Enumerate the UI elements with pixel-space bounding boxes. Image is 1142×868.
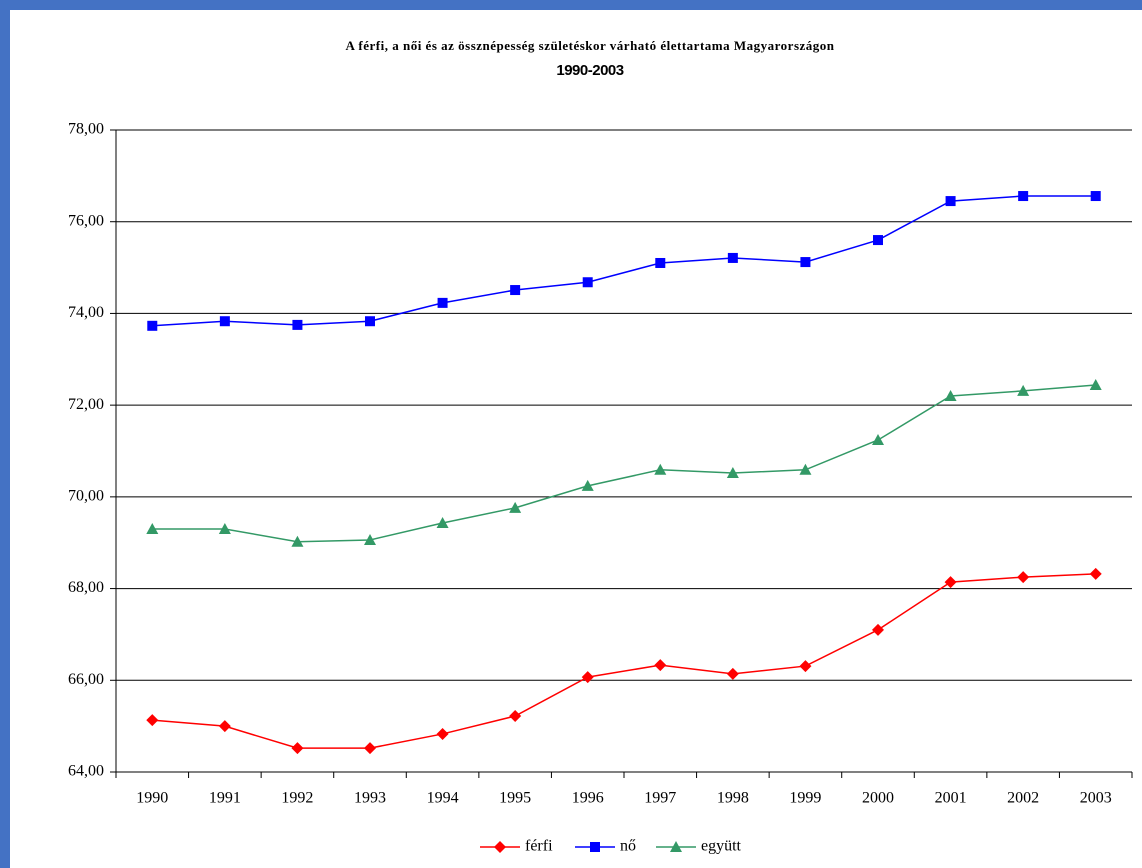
x-tick-label: 1992 <box>281 790 313 807</box>
legend-marker <box>590 842 600 852</box>
marker <box>437 297 448 308</box>
marker <box>147 320 158 331</box>
legend-marker <box>494 841 506 853</box>
marker <box>726 467 739 479</box>
y-tick-label: 66,00 <box>68 671 104 688</box>
series-line <box>152 384 1096 543</box>
chart-area <box>10 10 1142 868</box>
y-tick-label: 68,00 <box>68 579 104 596</box>
marker <box>944 389 957 401</box>
x-tick-label: 1995 <box>499 790 531 807</box>
marker <box>291 742 304 755</box>
x-tick-label: 2000 <box>862 790 894 807</box>
marker <box>799 660 812 673</box>
x-tick-label: 1996 <box>572 790 604 807</box>
marker <box>218 522 231 534</box>
series-line <box>152 195 1096 327</box>
y-tick-label: 74,00 <box>68 304 104 321</box>
marker <box>365 316 375 327</box>
y-tick-label: 70,00 <box>68 488 104 505</box>
x-tick-label: 2003 <box>1080 790 1112 807</box>
marker <box>509 501 522 513</box>
x-tick-label: 1999 <box>789 790 821 807</box>
marker <box>364 742 376 755</box>
marker <box>726 667 739 680</box>
marker <box>364 533 376 545</box>
x-tick-label: 1993 <box>354 790 386 807</box>
marker <box>1089 567 1102 580</box>
marker <box>581 479 594 491</box>
marker <box>146 522 159 534</box>
marker <box>146 714 159 727</box>
marker <box>582 277 593 288</box>
x-tick-label: 1994 <box>427 790 459 807</box>
marker <box>1017 384 1030 396</box>
marker <box>510 285 521 296</box>
marker <box>800 257 811 268</box>
marker <box>799 463 812 475</box>
marker <box>1017 571 1030 584</box>
marker <box>944 576 957 589</box>
marker <box>1089 378 1102 390</box>
x-tick-label: 2001 <box>935 790 967 807</box>
marker <box>945 196 956 207</box>
marker <box>872 623 884 636</box>
chart-subtitle: 1990-2003 <box>556 62 623 79</box>
marker <box>436 516 449 528</box>
legend-label: együtt <box>701 838 742 855</box>
marker <box>436 727 449 740</box>
marker <box>292 319 303 330</box>
y-tick-label: 78,00 <box>68 121 104 138</box>
x-tick-label: 1998 <box>717 790 749 807</box>
marker <box>1090 191 1101 202</box>
marker <box>727 252 738 263</box>
marker <box>654 463 667 475</box>
marker <box>218 720 231 733</box>
legend-marker <box>670 841 682 852</box>
marker <box>873 235 883 246</box>
marker <box>581 671 594 684</box>
x-tick-label: 1997 <box>644 790 676 807</box>
y-tick-label: 72,00 <box>68 396 104 413</box>
marker <box>219 316 230 327</box>
series-line <box>152 573 1096 749</box>
marker <box>654 659 667 672</box>
x-tick-label: 1991 <box>209 790 241 807</box>
x-tick-label: 1990 <box>136 790 168 807</box>
legend-label: nő <box>620 838 636 855</box>
marker <box>655 257 666 268</box>
chart-title: A férfi, a női és az össznépesség szület… <box>345 38 834 53</box>
marker <box>291 535 304 547</box>
y-tick-label: 76,00 <box>68 212 104 229</box>
x-tick-label: 2002 <box>1007 790 1039 807</box>
marker <box>872 433 884 445</box>
legend-label: férfi <box>525 838 553 855</box>
marker <box>1018 191 1029 202</box>
y-tick-label: 64,00 <box>68 763 104 780</box>
marker <box>509 710 522 723</box>
